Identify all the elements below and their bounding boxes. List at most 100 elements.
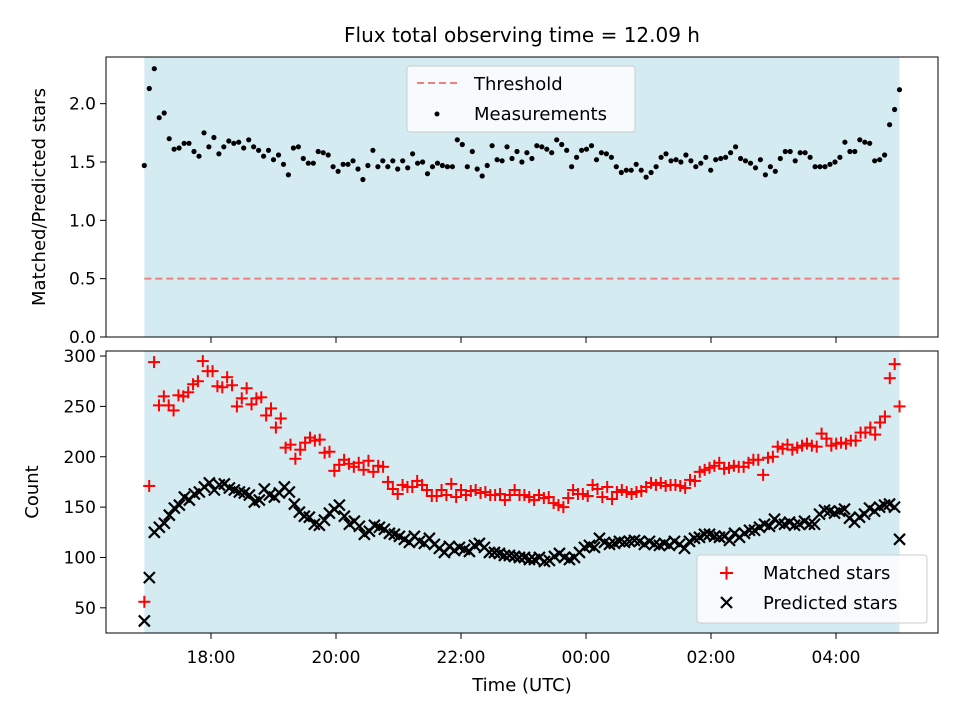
measurement-point [295, 144, 301, 150]
bottom-legend: Matched stars Predicted stars [696, 554, 928, 624]
measurement-point [146, 85, 152, 92]
measurement-point [439, 162, 445, 169]
measurement-point [663, 151, 669, 157]
top-y-ticks: 0.0 0.5 1.0 1.5 2.0 [69, 95, 106, 348]
measurement-point [310, 160, 316, 166]
measurement-point [767, 164, 774, 170]
measurement-point [395, 166, 401, 172]
measurement-point [360, 176, 366, 183]
x-tick-label: 04:00 [812, 648, 861, 668]
measurement-point [325, 152, 331, 158]
measurement-point [454, 137, 460, 143]
y-tick-label: 0.0 [69, 328, 96, 348]
predicted-star-point [253, 493, 266, 507]
measurement-point [400, 158, 406, 164]
predicted-star-point [143, 571, 156, 584]
measurement-point [698, 160, 704, 166]
measurement-point [797, 150, 803, 156]
matched-star-point [864, 421, 877, 434]
matched-star-point [406, 480, 419, 493]
measurement-point [290, 145, 296, 151]
measurement-point [429, 164, 436, 170]
top-legend-box [406, 65, 636, 133]
measurement-point [534, 143, 540, 149]
predicted-stars-series [138, 476, 906, 628]
measurement-point [549, 150, 555, 156]
predicted-star-point [803, 517, 816, 531]
matched-star-point [294, 443, 307, 456]
y-tick-label: 50 [74, 599, 96, 619]
measurement-point [678, 159, 684, 165]
measurement-point [842, 139, 848, 145]
measurement-point [892, 106, 898, 113]
predicted-star-point [303, 510, 316, 524]
matched-star-point [191, 375, 204, 388]
measurement-point [539, 144, 545, 150]
bottom-legend-box [696, 554, 928, 624]
measurement-point [723, 154, 729, 160]
matched-star-point [420, 483, 433, 496]
measurement-point [872, 158, 878, 164]
measurement-point [777, 155, 783, 162]
measurement-point [335, 168, 341, 174]
measurement-point [827, 161, 833, 167]
measurement-point [365, 162, 371, 169]
predicted-star-point [513, 551, 526, 564]
measurement-point [738, 155, 744, 162]
predicted-star-point [763, 519, 776, 533]
matched-star-point [752, 453, 765, 466]
measurement-point [265, 147, 272, 153]
measurement-point [792, 158, 798, 164]
matched-star-point [260, 409, 273, 422]
matched-star-point [226, 379, 239, 392]
measurement-point [484, 162, 490, 169]
matched-star-point [883, 372, 896, 385]
measurement-point [176, 145, 182, 151]
measurement-point [479, 173, 485, 179]
measurement-point [802, 150, 808, 156]
measurement-point [887, 122, 893, 128]
measurement-point [643, 174, 649, 180]
predicted-star-point [338, 509, 351, 523]
matched-star-point [362, 454, 375, 467]
measurement-point [156, 115, 162, 121]
matched-star-point [143, 479, 156, 492]
measurement-point [658, 154, 664, 160]
measurement-point [151, 66, 157, 72]
top-y-axis-label: Matched/Predicted stars [29, 88, 50, 306]
measurement-point [752, 165, 759, 171]
matched-star-point [381, 475, 394, 488]
measurement-point [583, 146, 590, 152]
measurement-point [524, 150, 530, 156]
predicted-star-point [353, 519, 366, 533]
measurement-point [370, 147, 376, 153]
matched-star-point [216, 381, 229, 394]
bottom-x-ticks: 18:00 20:00 22:00 00:00 02:00 04:00 [187, 633, 861, 668]
y-tick-label: 150 [64, 498, 96, 518]
measurement-point [757, 157, 764, 163]
measurement-point [579, 147, 585, 153]
matched-star-point [367, 465, 380, 478]
matched-star-point [713, 456, 726, 469]
measurement-point [181, 140, 187, 146]
measurement-point [728, 150, 734, 156]
measurement-point [459, 141, 465, 148]
predicted-star-point [138, 614, 151, 628]
matched-star-point [313, 433, 326, 446]
measurement-point [191, 148, 197, 155]
measurement-point [509, 155, 515, 162]
matched-star-point [323, 445, 336, 458]
x-tick-label: 00:00 [562, 648, 611, 668]
measurement-point [444, 164, 450, 170]
measurement-point [862, 139, 868, 145]
predicted-star-point [333, 498, 346, 512]
measurement-point [236, 139, 242, 145]
predicted-legend-label: Predicted stars [763, 593, 897, 614]
measurement-point [375, 164, 381, 170]
measurement-point [608, 154, 615, 160]
measurement-point [782, 148, 788, 155]
measurement-point [380, 158, 386, 164]
measurement-point [280, 161, 287, 167]
measurement-point [817, 164, 823, 170]
